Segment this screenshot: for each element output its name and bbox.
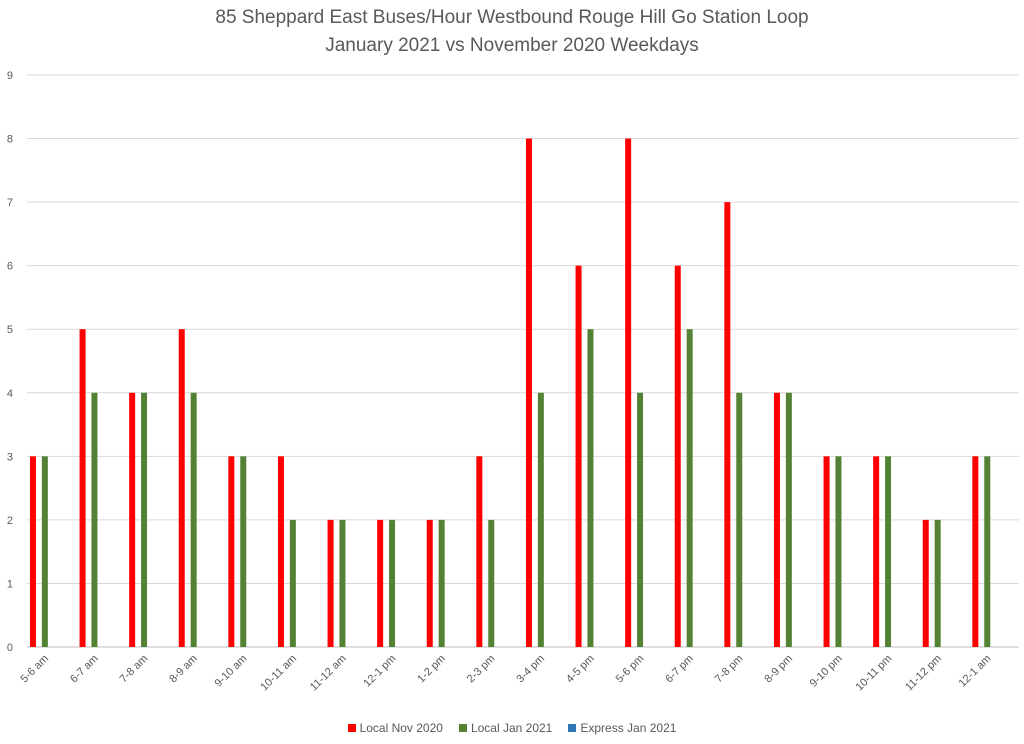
bar xyxy=(488,519,495,647)
legend-label-local-jan-2021: Local Jan 2021 xyxy=(470,721,553,735)
y-tick-label: 8 xyxy=(7,134,13,146)
bar xyxy=(873,456,880,647)
x-tick-label: 7-8 pm xyxy=(713,653,746,686)
x-tick-label: 12-1 am xyxy=(956,653,993,690)
bar xyxy=(29,456,36,647)
bar xyxy=(686,329,693,647)
x-tick-label: 5-6 pm xyxy=(614,653,647,686)
x-tick-label: 9-10 pm xyxy=(808,653,845,690)
bar xyxy=(327,519,334,647)
bar xyxy=(972,456,979,647)
x-tick-label: 8-9 pm xyxy=(762,653,795,686)
x-tick-label: 10-11 pm xyxy=(854,653,895,694)
x-tick-label: 11-12 am xyxy=(308,653,349,694)
x-tick-label: 2-3 pm xyxy=(465,653,498,686)
bar xyxy=(141,392,148,647)
bar xyxy=(377,519,384,647)
y-tick-label: 1 xyxy=(7,578,13,590)
bar xyxy=(476,456,483,647)
bar xyxy=(773,392,780,647)
bar xyxy=(91,392,98,647)
x-tick-label: 3-4 pm xyxy=(514,653,547,686)
bar xyxy=(587,329,594,647)
x-tick-label: 9-10 am xyxy=(212,653,249,690)
bar xyxy=(240,456,247,647)
bar xyxy=(885,456,892,647)
x-tick-label: 1-2 pm xyxy=(415,653,448,686)
legend-swatch-express-jan-2021 xyxy=(568,724,577,732)
chart-subtitle: January 2021 vs November 2020 Weekdays xyxy=(325,35,699,56)
bar xyxy=(736,392,743,647)
x-tick-label: 6-7 am xyxy=(68,653,101,686)
x-tick-label: 5-6 am xyxy=(18,653,51,686)
bar xyxy=(289,519,296,647)
bar xyxy=(525,138,532,648)
x-tick-label: 12-1 pm xyxy=(361,653,398,690)
bar xyxy=(277,456,284,647)
y-tick-label: 0 xyxy=(7,642,13,654)
y-tick-label: 3 xyxy=(7,451,13,463)
legend: Local Nov 2020 Local Jan 2021 Express Ja… xyxy=(0,721,1024,735)
bar xyxy=(228,456,235,647)
bar xyxy=(724,202,731,647)
legend-item-local-nov-2020: Local Nov 2020 xyxy=(347,721,443,735)
y-tick-label: 5 xyxy=(7,324,13,336)
bar xyxy=(674,265,681,647)
legend-item-express-jan-2021: Express Jan 2021 xyxy=(568,721,676,735)
y-tick-label: 2 xyxy=(7,515,13,527)
x-tick-label: 10-11 am xyxy=(258,653,299,694)
bar xyxy=(41,456,48,647)
bar xyxy=(934,519,941,647)
bar xyxy=(426,519,433,647)
bar xyxy=(537,392,544,647)
x-tick-label: 6-7 pm xyxy=(663,653,696,686)
bar xyxy=(190,392,197,647)
bar xyxy=(984,456,991,647)
legend-swatch-local-jan-2021 xyxy=(458,724,467,732)
y-tick-label: 6 xyxy=(7,261,13,273)
bar xyxy=(922,519,929,647)
bar xyxy=(389,519,396,647)
bar xyxy=(129,392,136,647)
bar xyxy=(339,519,346,647)
legend-swatch-local-nov-2020 xyxy=(347,724,356,732)
bar xyxy=(178,329,185,647)
legend-item-local-jan-2021: Local Jan 2021 xyxy=(458,721,553,735)
x-tick-label: 8-9 am xyxy=(167,653,200,686)
bar xyxy=(785,392,792,647)
legend-label-express-jan-2021: Express Jan 2021 xyxy=(580,721,677,735)
legend-label-local-nov-2020: Local Nov 2020 xyxy=(359,721,443,735)
x-tick-label: 4-5 pm xyxy=(564,653,597,686)
y-tick-label: 9 xyxy=(7,70,13,82)
bar xyxy=(637,392,644,647)
y-tick-label: 7 xyxy=(7,197,13,209)
x-tick-label: 7-8 am xyxy=(118,653,151,686)
bar xyxy=(79,329,86,647)
bar xyxy=(835,456,842,647)
x-tick-label: 11-12 pm xyxy=(903,653,944,694)
chart-title: 85 Sheppard East Buses/Hour Westbound Ro… xyxy=(215,7,809,28)
y-tick-label: 4 xyxy=(7,388,13,400)
bar xyxy=(823,456,830,647)
bar xyxy=(625,138,632,648)
bar xyxy=(438,519,445,647)
bar xyxy=(575,265,582,647)
